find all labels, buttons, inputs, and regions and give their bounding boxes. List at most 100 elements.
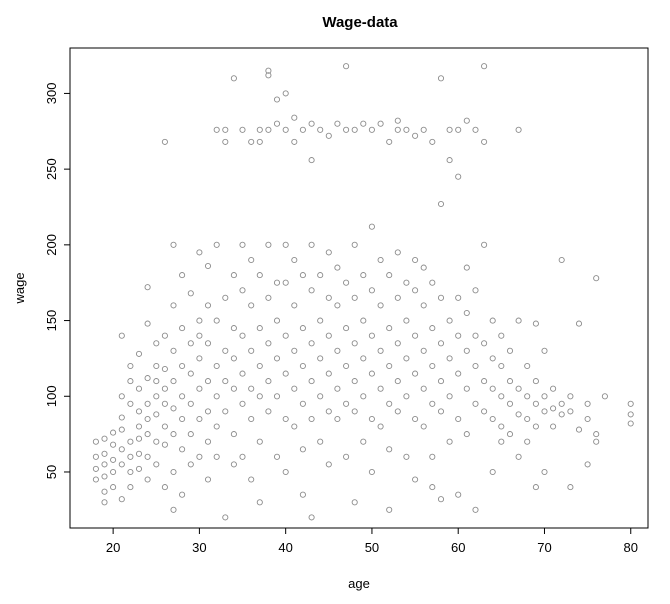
data-point (524, 438, 531, 445)
x-tick-label: 70 (537, 540, 551, 555)
data-point (161, 138, 168, 145)
data-point (377, 423, 384, 430)
data-point (256, 499, 263, 506)
data-point (593, 438, 600, 445)
data-point (196, 332, 203, 339)
data-point (360, 272, 367, 279)
data-point (110, 441, 117, 448)
data-point (394, 126, 401, 133)
data-point (196, 453, 203, 460)
data-point (187, 370, 194, 377)
data-point (567, 393, 574, 400)
data-point (429, 362, 436, 370)
data-point (420, 302, 427, 309)
data-point (239, 400, 246, 407)
data-point (550, 385, 557, 392)
data-point (386, 325, 393, 332)
data-point (420, 385, 427, 392)
data-point (170, 302, 177, 309)
data-point (334, 415, 341, 423)
y-tick-label: 300 (44, 83, 59, 105)
data-point (437, 378, 445, 385)
data-point (118, 426, 125, 433)
y-axis-label: wage (12, 272, 27, 304)
data-point (291, 347, 298, 354)
data-point (360, 317, 367, 324)
data-point (299, 491, 306, 498)
data-point (282, 415, 289, 423)
data-point (144, 476, 151, 483)
data-point (463, 117, 470, 124)
data-point (325, 132, 332, 139)
data-point (601, 393, 608, 400)
data-point (135, 450, 143, 457)
data-point (515, 385, 522, 392)
data-point (256, 438, 263, 445)
data-point (153, 362, 160, 370)
data-point (368, 223, 375, 230)
data-point (170, 468, 177, 476)
data-point (265, 72, 272, 79)
data-point (239, 287, 246, 294)
data-point (265, 340, 272, 347)
data-point (343, 362, 350, 370)
y-tick-label: 250 (44, 158, 59, 180)
data-point (455, 491, 462, 498)
data-point (213, 317, 220, 324)
data-point (351, 294, 358, 301)
plot-frame (69, 47, 649, 529)
data-point (248, 138, 255, 145)
data-point (127, 468, 134, 476)
data-point (153, 411, 160, 418)
data-point (273, 96, 281, 103)
data-point (135, 385, 143, 392)
data-point (386, 362, 393, 370)
data-point (101, 473, 108, 480)
data-point (472, 287, 479, 294)
data-point (506, 400, 514, 407)
data-point (204, 302, 212, 309)
data-point (187, 431, 194, 438)
chart-title: Wage-data (322, 14, 398, 31)
data-point (412, 287, 419, 294)
data-point (222, 408, 229, 415)
data-point (291, 385, 298, 392)
data-point (204, 438, 212, 445)
data-point (144, 431, 151, 438)
data-point (127, 378, 134, 385)
data-point (498, 423, 505, 430)
data-point (153, 393, 160, 400)
data-point (558, 256, 565, 264)
data-point (351, 126, 358, 133)
data-point (420, 423, 427, 430)
data-point (368, 126, 375, 133)
data-point (420, 347, 427, 354)
data-point (308, 378, 315, 385)
data-point (92, 438, 99, 445)
data-point (351, 499, 358, 506)
data-point (179, 325, 186, 332)
data-point (437, 75, 445, 82)
data-point (343, 453, 350, 460)
data-point (429, 138, 436, 145)
data-point (455, 332, 462, 339)
data-point (179, 393, 186, 400)
data-point (403, 126, 410, 133)
data-point (161, 423, 168, 430)
y-tick-label: 100 (44, 385, 59, 407)
data-point (299, 400, 306, 407)
data-point (239, 453, 246, 460)
data-point (334, 120, 341, 127)
data-point (265, 408, 272, 415)
data-point (230, 385, 237, 392)
data-point (308, 514, 315, 521)
data-point (377, 256, 384, 264)
data-point (110, 456, 117, 463)
data-point (317, 272, 324, 279)
data-point (317, 126, 324, 133)
data-point (230, 272, 237, 279)
data-point (489, 355, 496, 362)
data-point (463, 431, 470, 438)
data-point (256, 362, 263, 370)
data-point (273, 120, 281, 127)
